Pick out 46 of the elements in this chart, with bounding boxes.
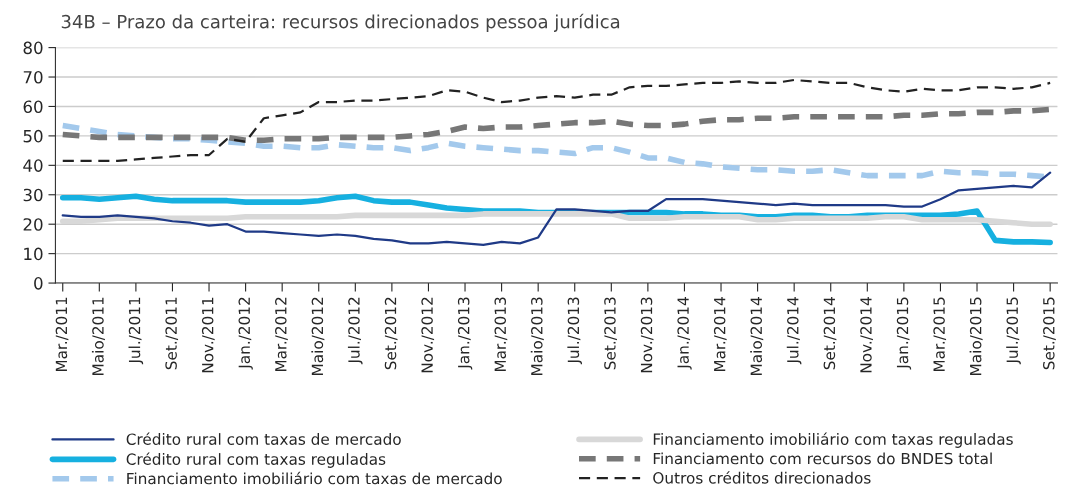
x-tick-label: Maio/2013 xyxy=(530,297,544,375)
x-tick-label: Mar./2015 xyxy=(933,297,947,372)
x-tick-label: Mar./2011 xyxy=(55,297,69,372)
x-tick-label: Set./2011 xyxy=(165,297,179,370)
x-tick-label: Maio/2014 xyxy=(750,297,764,375)
x-tick-label: Jul./2013 xyxy=(567,297,583,365)
x-tick-label: Jan./2013 xyxy=(457,297,473,370)
y-tick-label: 50 xyxy=(23,129,43,143)
x-tick-label: Maio/2012 xyxy=(311,297,325,375)
x-tick-label: Mar./2012 xyxy=(275,297,288,372)
y-tick-label: 20 xyxy=(23,218,43,231)
x-tick-label: Nov./2012 xyxy=(421,297,435,373)
x-tick-label: Set./2013 xyxy=(604,297,617,370)
line-series xyxy=(61,171,1052,246)
x-tick-label: Nov./2011 xyxy=(201,297,215,373)
legend-label: Financiamento imobiliário com taxas reguladas xyxy=(653,432,1013,448)
x-tick-label: Maio/2011 xyxy=(91,297,105,375)
y-tick-label: 30 xyxy=(23,188,43,202)
x-tick-label: Maio/2015 xyxy=(969,297,983,375)
y-tick-label: 60 xyxy=(23,100,43,114)
y-tick-label: 40 xyxy=(23,159,43,172)
x-tick-label: Mar./2014 xyxy=(713,297,727,372)
x-tick-label: Jul./2011 xyxy=(128,297,144,365)
legend-label: Crédito rural com taxas de mercado xyxy=(126,432,401,445)
x-tick-label: Jan./2012 xyxy=(238,297,253,370)
legend-label: Financiamento com recursos do BNDES total xyxy=(653,452,992,465)
x-tick-label: Set./2012 xyxy=(384,297,398,370)
x-tick-label: Mar./2013 xyxy=(494,297,508,372)
legend-label: Outros créditos direcionados xyxy=(653,471,871,484)
x-tick-label: Set./2015 xyxy=(1043,297,1056,370)
x-tick-label: Set./2014 xyxy=(823,297,837,370)
legend-label: Financiamento imobiliário com taxas de mercado xyxy=(127,471,502,485)
y-tick-label: 0 xyxy=(34,277,43,290)
y-tick-label: 70 xyxy=(23,70,43,84)
legend-label: Crédito rural com taxas reguladas xyxy=(126,452,386,468)
x-tick-label: Nov./2013 xyxy=(640,297,654,373)
y-tick-label: 80 xyxy=(23,41,43,55)
x-tick-label: Jul./2014 xyxy=(786,297,802,365)
chart-title: 34B – Prazo da carteira: recursos direcionados pessoa jurídica xyxy=(61,13,620,32)
y-tick-label: 10 xyxy=(24,247,43,261)
x-tick-label: Jul./2012 xyxy=(347,297,363,365)
x-tick-label: Jan./2014 xyxy=(677,297,692,370)
x-tick-label: Jul./2015 xyxy=(1006,297,1021,365)
line-series xyxy=(61,78,1052,163)
x-tick-label: Nov./2014 xyxy=(860,297,873,373)
x-tick-label: Jan./2015 xyxy=(896,297,912,370)
